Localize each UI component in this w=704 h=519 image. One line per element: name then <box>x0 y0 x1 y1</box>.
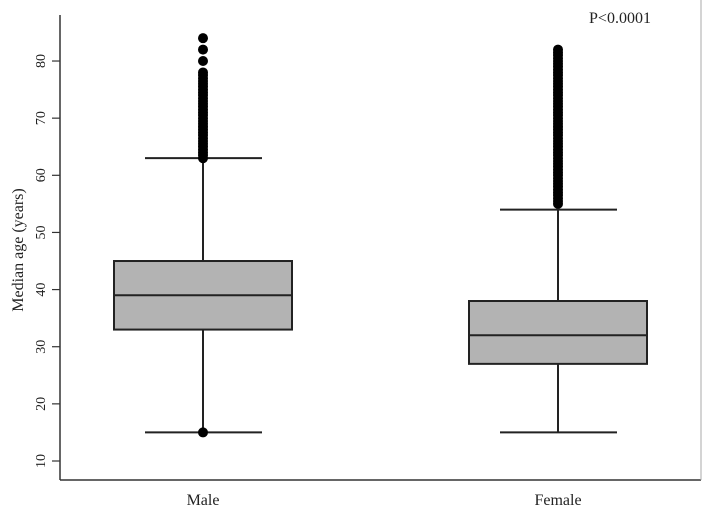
outlier-point <box>553 44 563 55</box>
outlier-point <box>198 33 208 44</box>
y-tick-label: 80 <box>34 54 49 68</box>
outlier-point <box>198 44 208 55</box>
y-tick-label: 40 <box>34 283 49 297</box>
p-value-annotation: P<0.0001 <box>589 10 651 27</box>
y-tick-label: 30 <box>34 340 49 354</box>
x-category-label: Male <box>187 492 220 509</box>
y-tick-label: 20 <box>34 397 49 411</box>
y-tick-label: 60 <box>34 168 49 182</box>
outlier-point <box>198 67 208 78</box>
outlier-point <box>198 427 208 438</box>
iqr-box <box>468 300 648 365</box>
x-category-label: Female <box>534 492 581 509</box>
y-tick-label: 10 <box>34 454 49 468</box>
box-male <box>113 33 293 438</box>
outlier-point <box>198 56 208 67</box>
y-tick-label: 70 <box>34 111 49 125</box>
y-axis-label: Median age (years) <box>10 188 27 312</box>
box-female <box>468 44 648 434</box>
y-tick-label: 50 <box>34 225 49 239</box>
